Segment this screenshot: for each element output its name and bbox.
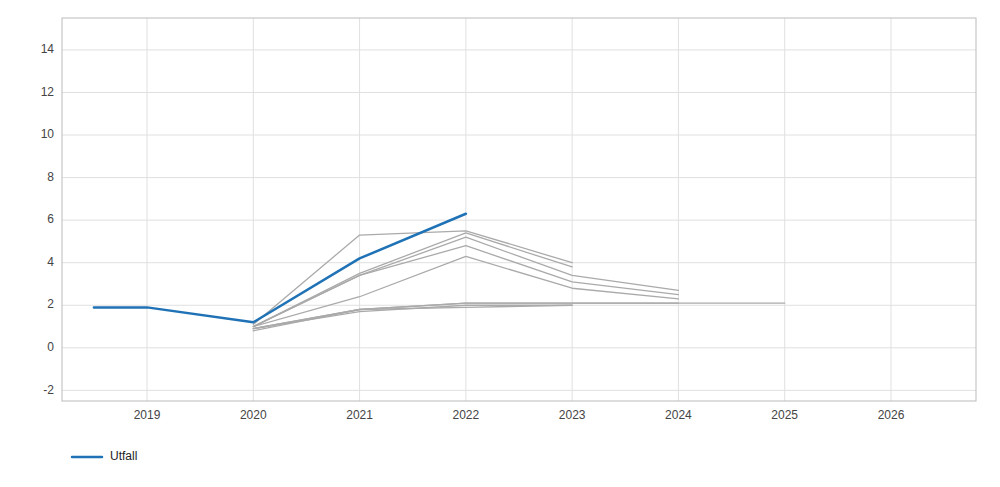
x-grid-line bbox=[572, 18, 573, 401]
y-grid-line bbox=[62, 390, 976, 391]
x-grid-line bbox=[465, 18, 466, 401]
y-grid-line bbox=[62, 177, 976, 178]
legend: Utfall bbox=[72, 449, 137, 463]
x-grid-line bbox=[678, 18, 679, 401]
actual-line bbox=[94, 214, 466, 323]
background bbox=[0, 0, 1000, 487]
y-tick-label: -2 bbox=[43, 383, 54, 397]
x-tick-label: 2024 bbox=[665, 408, 692, 422]
y-tick-label: 12 bbox=[41, 85, 55, 99]
legend-swatch bbox=[72, 456, 102, 459]
forecast-line bbox=[253, 305, 572, 328]
y-tick-label: 6 bbox=[47, 212, 54, 226]
y-grid-line bbox=[62, 135, 976, 136]
x-tick-label: 2023 bbox=[559, 408, 586, 422]
y-tick-label: 8 bbox=[47, 170, 54, 184]
x-grid-line bbox=[890, 18, 891, 401]
lines bbox=[94, 214, 785, 331]
y-grid-line bbox=[62, 347, 976, 348]
x-tick-label: 2022 bbox=[453, 408, 480, 422]
x-grid-line bbox=[147, 18, 148, 401]
legend-label: Utfall bbox=[110, 449, 137, 463]
x-tick-label: 2026 bbox=[878, 408, 905, 422]
x-tick-label: 2020 bbox=[240, 408, 267, 422]
forecast-line bbox=[253, 305, 572, 331]
x-tick-label: 2021 bbox=[346, 408, 373, 422]
forecast-line bbox=[253, 233, 572, 327]
forecast-line bbox=[253, 303, 784, 329]
plot-frame bbox=[62, 18, 976, 401]
x-grid-line bbox=[359, 18, 360, 401]
x-grid-line bbox=[784, 18, 785, 401]
y-tick-label: 14 bbox=[41, 42, 55, 56]
forecast-line bbox=[253, 237, 678, 326]
x-grid-line bbox=[253, 18, 254, 401]
forecast-line bbox=[253, 303, 678, 329]
y-grid-line bbox=[62, 262, 976, 263]
y-grid-line bbox=[62, 220, 976, 221]
y-tick-label: 4 bbox=[47, 255, 54, 269]
x-tick-label: 2025 bbox=[771, 408, 798, 422]
axes: -2 0 2 4 6 8 10 12 14 2019 2020 2021 2022 2023 2024 202… bbox=[41, 42, 905, 422]
forecast-line bbox=[253, 256, 678, 326]
y-tick-label: 2 bbox=[47, 297, 54, 311]
y-grid-line bbox=[62, 49, 976, 50]
forecast-line bbox=[253, 246, 678, 327]
y-grid-line bbox=[62, 92, 976, 93]
y-tick-label: 0 bbox=[47, 340, 54, 354]
forecast-line bbox=[253, 231, 572, 325]
chart: -2 0 2 4 6 8 10 12 14 2019 2020 2021 2022 2023 2024 202… bbox=[0, 0, 1000, 487]
grid bbox=[62, 18, 976, 401]
y-tick-label: 10 bbox=[41, 127, 55, 141]
x-tick-label: 2019 bbox=[134, 408, 161, 422]
